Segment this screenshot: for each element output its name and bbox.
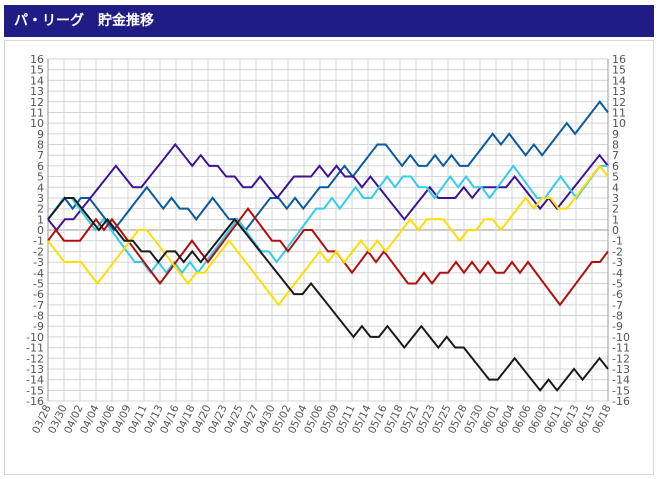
series-line-1 (47, 100, 609, 232)
savings-trend-chart: 161514131211109876543210-1-2-3-4-5-6-7-8… (4, 40, 654, 475)
y-tick-label-right: -1 (612, 235, 623, 248)
y-tick-label-left: -7 (33, 299, 44, 312)
series-line-5 (47, 164, 609, 307)
y-tick-label-right: 7 (612, 149, 619, 162)
y-tick-label-right: 5 (612, 171, 619, 184)
y-tick-label-right: -4 (612, 267, 623, 280)
y-tick-label-right: 11 (612, 106, 626, 119)
y-tick-label-right: -11 (612, 342, 630, 355)
y-tick-label-right: 10 (612, 117, 626, 130)
y-tick-label-right: -13 (612, 363, 630, 376)
y-tick-label-left: 6 (37, 160, 44, 173)
y-tick-label-right: -14 (612, 374, 630, 387)
y-tick-label-right: 4 (612, 181, 619, 194)
y-tick-label-left: 3 (37, 192, 44, 205)
y-tick-label-left: 0 (37, 224, 44, 237)
y-tick-label-left: 13 (30, 85, 44, 98)
series-line-6 (47, 196, 609, 392)
y-tick-label-right: 0 (612, 224, 619, 237)
y-tick-label-right: 6 (612, 160, 619, 173)
y-tick-label-left: 1 (37, 213, 44, 226)
y-tick-label-right: 1 (612, 213, 619, 226)
series-line-4 (47, 206, 609, 307)
y-tick-label-left: -2 (33, 245, 44, 258)
y-tick-label-right: 2 (612, 203, 619, 216)
y-tick-label-right: 13 (612, 85, 626, 98)
y-tick-label-left: -14 (26, 374, 44, 387)
y-tick-label-left: 4 (37, 181, 44, 194)
y-tick-label-left: -12 (26, 352, 44, 365)
y-tick-label-left: 7 (37, 149, 44, 162)
y-tick-label-left: 10 (30, 117, 44, 130)
chart-header: パ・リーグ 貯金推移 (4, 5, 654, 37)
y-tick-label-left: -3 (33, 256, 44, 269)
y-tick-label-left: -1 (33, 235, 44, 248)
y-tick-label-left: 15 (30, 64, 44, 77)
y-tick-label-left: 9 (37, 128, 44, 141)
y-tick-label-right: -2 (612, 245, 623, 258)
y-tick-label-left: 11 (30, 106, 44, 119)
x-axis: 03/2803/3004/0204/0404/0604/0904/1104/13… (30, 403, 614, 436)
y-tick-label-right: -12 (612, 352, 630, 365)
y-tick-label-left: 8 (37, 139, 44, 152)
chart-title: パ・リーグ 貯金推移 (14, 13, 154, 29)
y-tick-label-right: -7 (612, 299, 623, 312)
y-tick-label-right: -10 (612, 331, 630, 344)
y-tick-label-left: 16 (30, 53, 44, 66)
y-tick-label-left: -4 (33, 267, 44, 280)
y-axis-right: 161514131211109876543210-1-2-3-4-5-6-7-8… (612, 53, 630, 408)
y-tick-label-left: -5 (33, 277, 44, 290)
y-tick-label-left: -16 (26, 395, 44, 408)
y-tick-label-right: 14 (612, 74, 626, 87)
y-tick-label-right: 16 (612, 53, 626, 66)
y-tick-label-left: -10 (26, 331, 44, 344)
y-tick-label-right: 12 (612, 96, 626, 109)
chart-area: 16 15 14 13 12 11 10 9 8 7 6 5 4 3 2 1 0 -1 -2 -3 -4 -5 -6 -7 -8… (4, 40, 654, 475)
y-tick-label-left: -9 (33, 320, 44, 333)
y-tick-label-left: 2 (37, 203, 44, 216)
y-axis-left: 161514131211109876543210-1-2-3-4-5-6-7-8… (26, 53, 44, 408)
y-tick-label-left: 14 (30, 74, 44, 87)
y-tick-label-right: -3 (612, 256, 623, 269)
y-tick-label-right: 15 (612, 64, 626, 77)
y-tick-label-left: -15 (26, 384, 44, 397)
y-tick-label-left: -8 (33, 310, 44, 323)
y-tick-label-left: 5 (37, 171, 44, 184)
y-tick-label-right: 9 (612, 128, 619, 141)
y-tick-label-left: 12 (30, 96, 44, 109)
y-tick-label-right: -5 (612, 277, 623, 290)
y-tick-label-right: -8 (612, 310, 623, 323)
y-tick-label-left: -13 (26, 363, 44, 376)
series-line-2 (47, 142, 609, 232)
y-tick-label-right: -9 (612, 320, 623, 333)
y-tick-label-right: 8 (612, 139, 619, 152)
y-tick-label-left: -11 (26, 342, 44, 355)
series-line-3 (47, 164, 608, 275)
y-tick-label-left: -6 (33, 288, 44, 301)
y-tick-label-right: 3 (612, 192, 619, 205)
y-tick-label-right: -16 (612, 395, 630, 408)
y-tick-label-right: -15 (612, 384, 630, 397)
series-lines (47, 100, 609, 392)
y-tick-label-right: -6 (612, 288, 623, 301)
